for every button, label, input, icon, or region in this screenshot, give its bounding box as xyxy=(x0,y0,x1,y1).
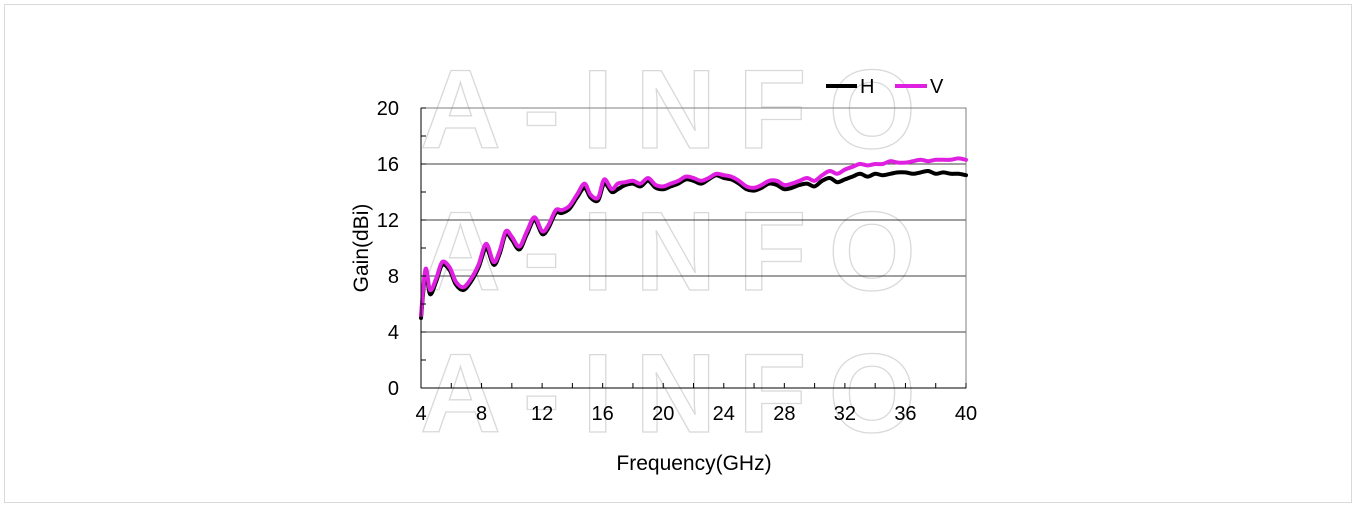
series-line-v xyxy=(419,156,968,318)
y-tick-label-20: 20 xyxy=(377,98,399,120)
x-tick-label-20: 20 xyxy=(652,403,674,425)
y-tick-label-0: 0 xyxy=(388,378,399,400)
x-tick-label-40: 40 xyxy=(955,403,977,425)
x-tick-label-28: 28 xyxy=(773,403,795,425)
legend-label-h: H xyxy=(860,76,874,98)
y-axis-title: Gain(dBi) xyxy=(350,204,373,293)
x-tick-label-32: 32 xyxy=(834,403,856,425)
y-tick-label-8: 8 xyxy=(388,266,399,288)
x-tick-label-16: 16 xyxy=(592,403,614,425)
x-axis: 4 8 12 16 20 24 28 32 36 40 xyxy=(415,383,977,425)
gridlines xyxy=(421,163,966,333)
y-tick-label-12: 12 xyxy=(377,210,399,232)
legend: H V xyxy=(826,76,944,98)
legend-label-v: V xyxy=(930,76,944,98)
x-tick-label-36: 36 xyxy=(894,403,916,425)
x-tick-label-12: 12 xyxy=(531,403,553,425)
x-tick-label-24: 24 xyxy=(713,403,735,425)
watermark-text-3: A-INFO xyxy=(420,331,938,456)
series-group xyxy=(419,156,968,320)
x-tick-label-4: 4 xyxy=(415,403,426,425)
y-tick-label-16: 16 xyxy=(377,154,399,176)
x-tick-label-8: 8 xyxy=(476,403,487,425)
y-axis: 0 4 8 12 16 20 xyxy=(377,98,426,400)
watermark: A-INFO A-INFO A-INFO xyxy=(419,46,938,456)
y-tick-label-4: 4 xyxy=(388,322,399,344)
watermark-text-1: A-INFO xyxy=(420,47,938,172)
x-axis-title: Frequency(GHz) xyxy=(616,452,771,475)
chart-frame xyxy=(4,4,1352,503)
